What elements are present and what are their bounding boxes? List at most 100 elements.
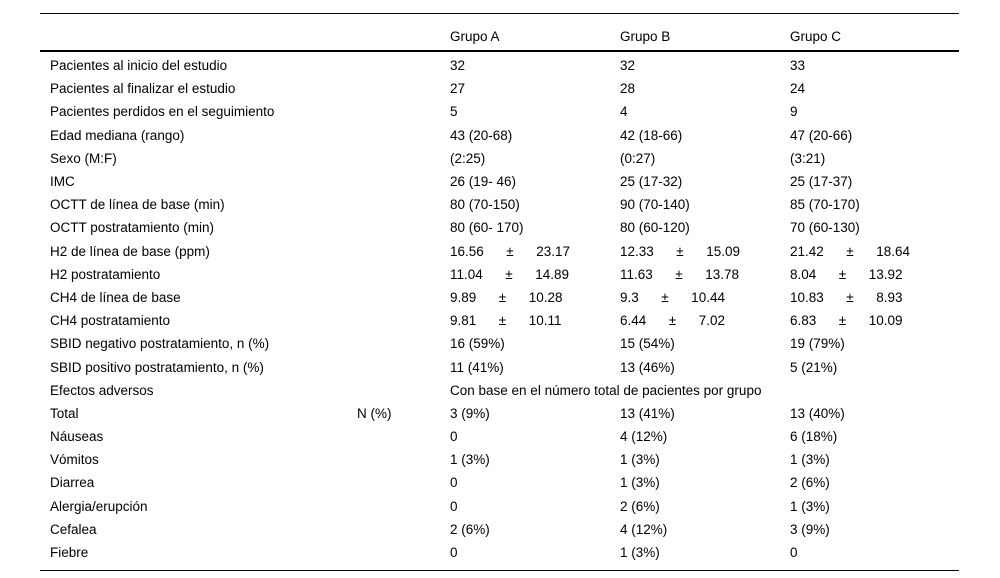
grupo-c-cell: 6 (18%) — [790, 429, 838, 445]
grupo-c-cell: 2 (6%) — [790, 475, 830, 491]
row-label-cell: H2 de línea de base (ppm) — [50, 243, 210, 259]
grupo-b-cell: 13 (41%) — [620, 405, 675, 421]
grupo-a-cell: 9.89 ± 10.28 — [450, 289, 563, 305]
table-row: H2 de línea de base (ppm) 16.56 ± 23.17 12… — [40, 240, 959, 263]
row-label-cell: Fiebre — [50, 545, 89, 561]
row-sub-cell — [357, 77, 450, 100]
grupo-b-cell: 1 (3%) — [620, 475, 660, 491]
table-row: Vómitos 1 (3%) 1 (3%) 1 (3%) — [40, 448, 959, 471]
row-label-cell: SBID positivo postratamiento, n (%) — [50, 359, 264, 375]
table-row: Pacientes al inicio del estudio 32 32 33 — [40, 51, 959, 77]
row-label-cell: Sexo (M:F) — [50, 150, 117, 166]
header-empty-sub — [357, 13, 450, 52]
grupo-b-cell: 15 (54%) — [620, 336, 675, 352]
grupo-a-cell: 3 (9%) — [450, 405, 490, 421]
row-label-cell: H2 postratamiento — [50, 266, 161, 282]
grupo-c-cell: 33 — [790, 58, 806, 74]
grupo-c-cell: (3:21) — [790, 150, 826, 166]
table-row: Cefalea 2 (6%) 4 (12%) 3 (9%) — [40, 518, 959, 541]
grupo-a-cell: 16 (59%) — [450, 336, 505, 352]
grupo-a-cell: 0 — [450, 475, 458, 491]
grupo-b-cell: 25 (17-32) — [620, 174, 683, 190]
row-sub-cell — [357, 332, 450, 355]
clinical-results-table: Grupo A Grupo B Grupo C Pacientes al ini… — [40, 13, 959, 572]
grupo-b-cell: 42 (18-66) — [620, 127, 683, 143]
row-label-cell: IMC — [50, 174, 75, 190]
table-row: Alergia/erupción 0 2 (6%) 1 (3%) — [40, 495, 959, 518]
row-sub-cell — [357, 379, 450, 402]
grupo-c-cell: 3 (9%) — [790, 521, 830, 537]
grupo-b-cell: 4 (12%) — [620, 429, 668, 445]
row-label-cell: Cefalea — [50, 521, 97, 537]
column-header-grupo-b: Grupo B — [620, 13, 790, 52]
grupo-b-cell: 4 (12%) — [620, 521, 668, 537]
table-row: Pacientes al finalizar el estudio 27 28 24 — [40, 77, 959, 100]
row-sub-cell — [357, 100, 450, 123]
grupo-b-cell: 9.3 ± 10.44 — [620, 289, 725, 305]
row-label-cell: Náuseas — [50, 429, 104, 445]
row-label-cell: Efectos adversos — [50, 382, 154, 398]
grupo-a-cell: 27 — [450, 81, 466, 97]
table-row: Náuseas 0 4 (12%) 6 (18%) — [40, 425, 959, 448]
grupo-c-cell: 24 — [790, 81, 806, 97]
row-label-cell: CH4 de línea de base — [50, 289, 181, 305]
row-sub-cell: N (%) — [357, 405, 392, 421]
table-row: SBID positivo postratamiento, n (%) 11 (4… — [40, 355, 959, 378]
grupo-c-cell: 5 (21%) — [790, 359, 838, 375]
grupo-c-cell: 6.83 ± 10.09 — [790, 313, 903, 329]
grupo-a-cell: 11 (41%) — [450, 359, 504, 375]
grupo-b-cell: 1 (3%) — [620, 452, 660, 468]
row-label-cell: OCTT postratamiento (min) — [50, 220, 215, 236]
row-sub-cell — [357, 448, 450, 471]
row-sub-cell — [357, 216, 450, 239]
row-sub-cell — [357, 170, 450, 193]
grupo-a-cell: 0 — [450, 498, 458, 514]
grupo-c-cell: 21.42 ± 18.64 — [790, 243, 910, 259]
grupo-a-cell: 80 (70-150) — [450, 197, 520, 213]
table-row: SBID negativo postratamiento, n (%) 16 (5… — [40, 332, 959, 355]
row-label-cell: Pacientes al finalizar el estudio — [50, 81, 236, 97]
grupo-c-cell: 0 — [790, 545, 798, 561]
grupo-b-cell: 12.33 ± 15.09 — [620, 243, 740, 259]
table-row: OCTT de línea de base (min) 80 (70-150) 90… — [40, 193, 959, 216]
grupo-a-cell: 43 (20-68) — [450, 127, 513, 143]
grupo-b-cell: 6.44 ± 7.02 — [620, 313, 725, 329]
row-label-cell: Total — [50, 405, 79, 421]
table-row: Pacientes perdidos en el seguimiento 5 4 9 — [40, 100, 959, 123]
row-label-cell: Pacientes al inicio del estudio — [50, 58, 228, 74]
table-row: Sexo (M:F) (2:25) (0:27) (3:21) — [40, 147, 959, 170]
grupo-b-cell: 4 — [620, 104, 628, 120]
table-row: Efectos adversos Con base en el número to… — [40, 379, 959, 402]
row-sub-cell — [357, 263, 450, 286]
row-sub-cell — [357, 124, 450, 147]
grupo-a-cell: 80 (60- 170) — [450, 220, 524, 236]
table-row: Total N (%) 3 (9%) 13 (41%) 13 (40%) — [40, 402, 959, 425]
row-label-cell: Edad mediana (rango) — [50, 127, 185, 143]
grupo-c-cell: 13 (40%) — [790, 405, 845, 421]
row-sub-cell — [357, 147, 450, 170]
row-sub-cell — [357, 309, 450, 332]
header-row: Grupo A Grupo B Grupo C — [40, 13, 959, 52]
grupo-a-cell: 32 — [450, 58, 466, 74]
row-label-cell: SBID negativo postratamiento, n (%) — [50, 336, 270, 352]
column-header-grupo-a: Grupo A — [450, 13, 620, 52]
grupo-b-cell: 80 (60-120) — [620, 220, 690, 236]
grupo-b-cell: 11.63 ± 13.78 — [620, 266, 739, 282]
row-label-cell: Alergia/erupción — [50, 498, 148, 514]
table-wrap: Grupo A Grupo B Grupo C Pacientes al ini… — [40, 13, 959, 572]
grupo-c-cell: 70 (60-130) — [790, 220, 860, 236]
column-header-grupo-c: Grupo C — [790, 13, 959, 52]
row-sub-cell — [357, 471, 450, 494]
row-sub-cell — [357, 495, 450, 518]
row-sub-cell — [357, 240, 450, 263]
row-label-cell: Pacientes perdidos en el seguimiento — [50, 104, 275, 120]
table-row: IMC 26 (19- 46) 25 (17-32) 25 (17-37) — [40, 170, 959, 193]
row-span-cell: Con base en el número total de pacientes… — [450, 382, 762, 398]
row-sub-cell — [357, 355, 450, 378]
row-label-cell: CH4 postratamiento — [50, 313, 171, 329]
row-label-cell: OCTT de línea de base (min) — [50, 197, 225, 213]
grupo-b-cell: 2 (6%) — [620, 498, 660, 514]
row-sub-cell — [357, 193, 450, 216]
grupo-b-cell: (0:27) — [620, 150, 656, 166]
grupo-b-cell: 13 (46%) — [620, 359, 675, 375]
